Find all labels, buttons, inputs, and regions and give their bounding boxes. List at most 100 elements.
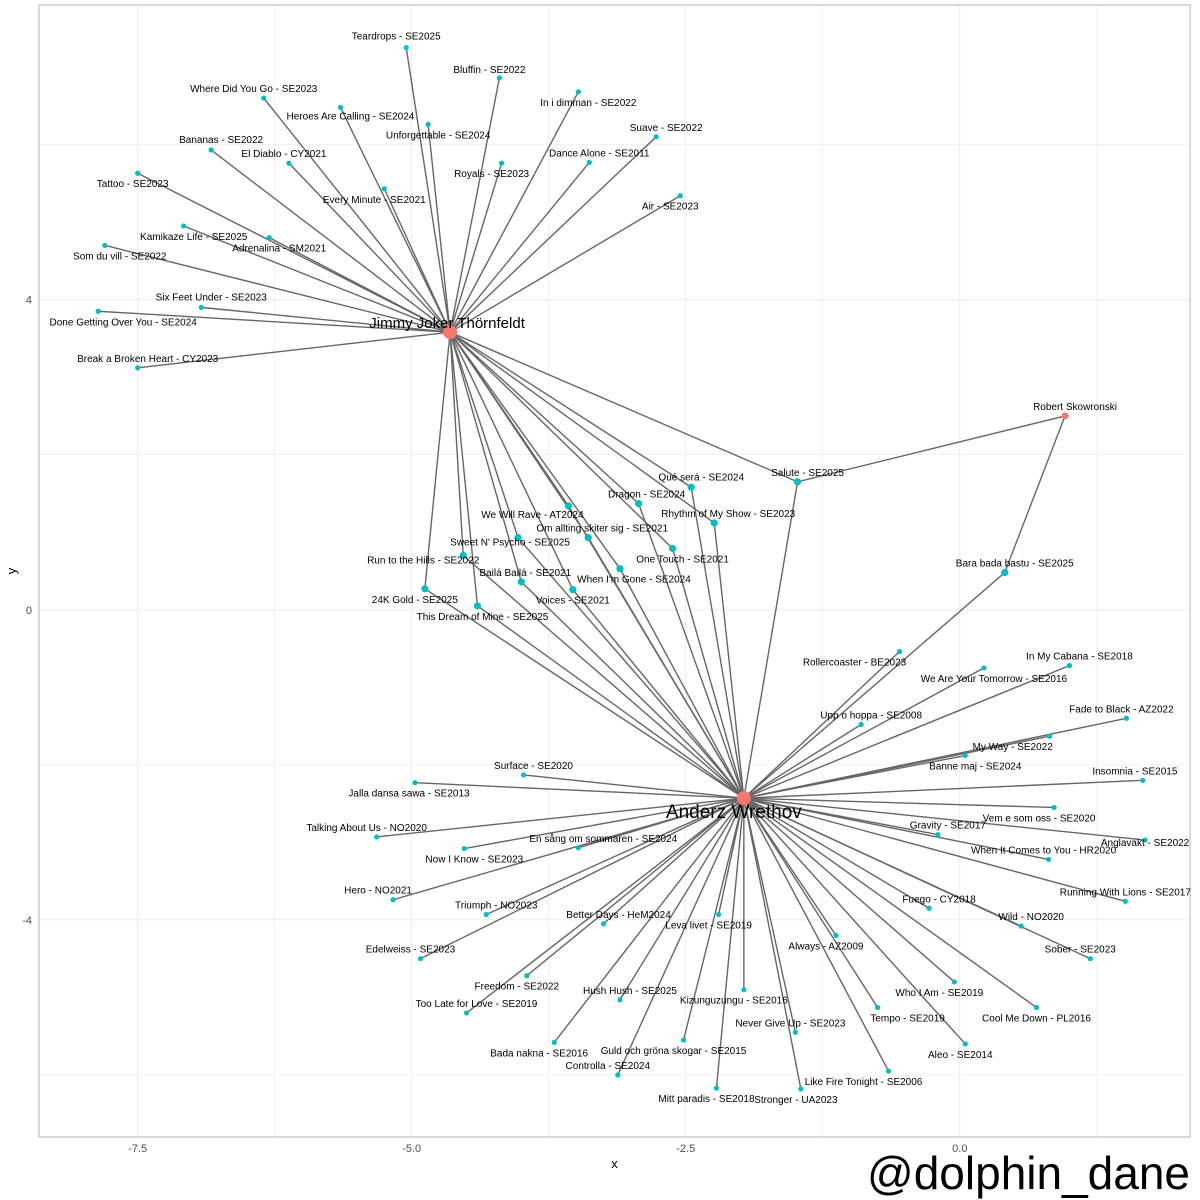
song-label: Aleo - SE2014 xyxy=(928,1050,993,1061)
edge-line xyxy=(743,572,1006,799)
song-label: Bada nakna - SE2016 xyxy=(490,1048,588,1059)
song-node xyxy=(741,987,747,993)
song-label: En sång om sommaren - SE2024 xyxy=(529,833,677,845)
song-node xyxy=(135,365,141,371)
song-label: Bailá Bailá - SE2021 xyxy=(479,568,571,579)
edge-line xyxy=(464,797,744,850)
song-label: Unforgettable - SE2024 xyxy=(386,130,491,141)
song-label: Teardrops - SE2025 xyxy=(352,32,441,43)
song-node xyxy=(266,235,272,241)
song-label: Stronger - UA2023 xyxy=(754,1095,838,1106)
edge-layer xyxy=(98,47,1146,1090)
edge-line xyxy=(797,415,1066,483)
song-label: One Touch - SE2021 xyxy=(636,555,729,566)
song-node xyxy=(617,997,623,1003)
song-node xyxy=(962,1041,968,1047)
edge-line xyxy=(743,797,890,1072)
song-node xyxy=(1122,898,1128,904)
song-label: Mitt paradis - SE2018 xyxy=(658,1094,755,1105)
edge-line xyxy=(449,162,503,333)
edge-line xyxy=(392,797,745,901)
song-node xyxy=(833,932,839,939)
song-label: Jalla dansa sawa - SE2013 xyxy=(348,789,470,800)
song-node xyxy=(1142,837,1148,843)
song-node xyxy=(374,834,380,840)
edge-line xyxy=(743,798,802,1090)
song-label: Adrenalina - SM2021 xyxy=(232,244,326,255)
song-label: Kizunguzungu - SE2016 xyxy=(680,996,788,1007)
song-node xyxy=(885,1068,892,1074)
edge-line xyxy=(743,797,1146,841)
song-node xyxy=(498,160,505,166)
song-label: Dance Alone - SE2011 xyxy=(549,148,650,159)
edge-line xyxy=(743,797,930,909)
song-label: Insomnia - SE2015 xyxy=(1092,766,1177,777)
song-node xyxy=(403,45,409,51)
song-label: Never Give Up - SE2023 xyxy=(735,1018,845,1029)
edge-line xyxy=(268,236,451,333)
edge-line xyxy=(449,331,798,483)
song-node xyxy=(564,502,573,510)
song-label: 24K Gold - SE2025 xyxy=(372,595,459,606)
song-label: Like Fire Tonight - SE2006 xyxy=(805,1077,923,1088)
song-node xyxy=(586,159,592,165)
song-node xyxy=(1018,923,1024,929)
edge-line xyxy=(743,481,799,799)
song-label: When It Comes to You - HR2020 xyxy=(971,845,1117,856)
edge-line xyxy=(449,331,715,524)
song-node xyxy=(792,1029,798,1035)
song-label: This Dream of Mine - SE2025 xyxy=(417,612,549,623)
song-label: Who I Am - SE2019 xyxy=(895,988,983,999)
hub-node xyxy=(1061,412,1069,420)
song-node xyxy=(569,586,577,594)
song-label: Gravity - SE2017 xyxy=(910,821,987,832)
song-node xyxy=(1123,715,1130,721)
song-label: Salute - SE2025 xyxy=(771,468,844,479)
song-node xyxy=(520,772,527,778)
song-label: Running With Lions - SE2017 xyxy=(1060,887,1192,898)
song-label: Cool Me Down - PL2016 xyxy=(982,1014,1091,1025)
edge-line xyxy=(743,723,862,799)
song-label: Dragon - SE2024 xyxy=(608,490,686,501)
edge-line xyxy=(715,798,745,1089)
song-label: Voices - SE2021 xyxy=(536,596,610,607)
song-label: Air - SE2023 xyxy=(642,202,699,213)
edge-line xyxy=(523,774,744,799)
song-label: Wild - NO2020 xyxy=(998,912,1064,923)
edge-line xyxy=(1004,415,1066,573)
song-node xyxy=(198,304,204,310)
edge-line xyxy=(339,107,451,333)
song-node xyxy=(517,578,525,586)
song-label: Controlla - SE2024 xyxy=(566,1061,651,1072)
edge-line xyxy=(572,589,745,799)
song-node xyxy=(524,973,530,979)
edge-line xyxy=(743,779,1143,799)
edge-line xyxy=(414,781,744,799)
edge-line xyxy=(743,797,955,983)
song-node xyxy=(1045,856,1052,863)
edge-line xyxy=(743,797,1055,809)
edge-line xyxy=(743,664,1070,799)
edge-line xyxy=(449,332,522,583)
song-node xyxy=(653,134,659,140)
edge-line xyxy=(449,91,579,333)
song-label: Fuego - CY2018 xyxy=(902,894,976,905)
song-node xyxy=(1140,777,1146,783)
song-label: Bara bada bastu - SE2025 xyxy=(956,559,1074,570)
song-node xyxy=(1066,662,1073,669)
edge-line xyxy=(449,331,589,539)
label-layer: Teardrops - SE2025 Bluffin - SE2022 In i d… xyxy=(50,32,1192,1106)
edge-line xyxy=(210,149,451,333)
edge-line xyxy=(477,605,745,799)
song-node xyxy=(286,160,292,166)
song-label: Rollercoaster - BE2023 xyxy=(803,658,907,669)
song-label: Kamikaze Life - SE2025 xyxy=(140,232,248,243)
song-label: Always - AZ2009 xyxy=(788,941,863,952)
edge-line xyxy=(743,797,966,1045)
plot-panel xyxy=(39,5,1190,1137)
edge-line xyxy=(424,332,451,589)
song-label: Run to the Hills - SE2022 xyxy=(367,555,480,566)
y-axis-title: y xyxy=(4,567,19,574)
song-node xyxy=(135,170,141,176)
